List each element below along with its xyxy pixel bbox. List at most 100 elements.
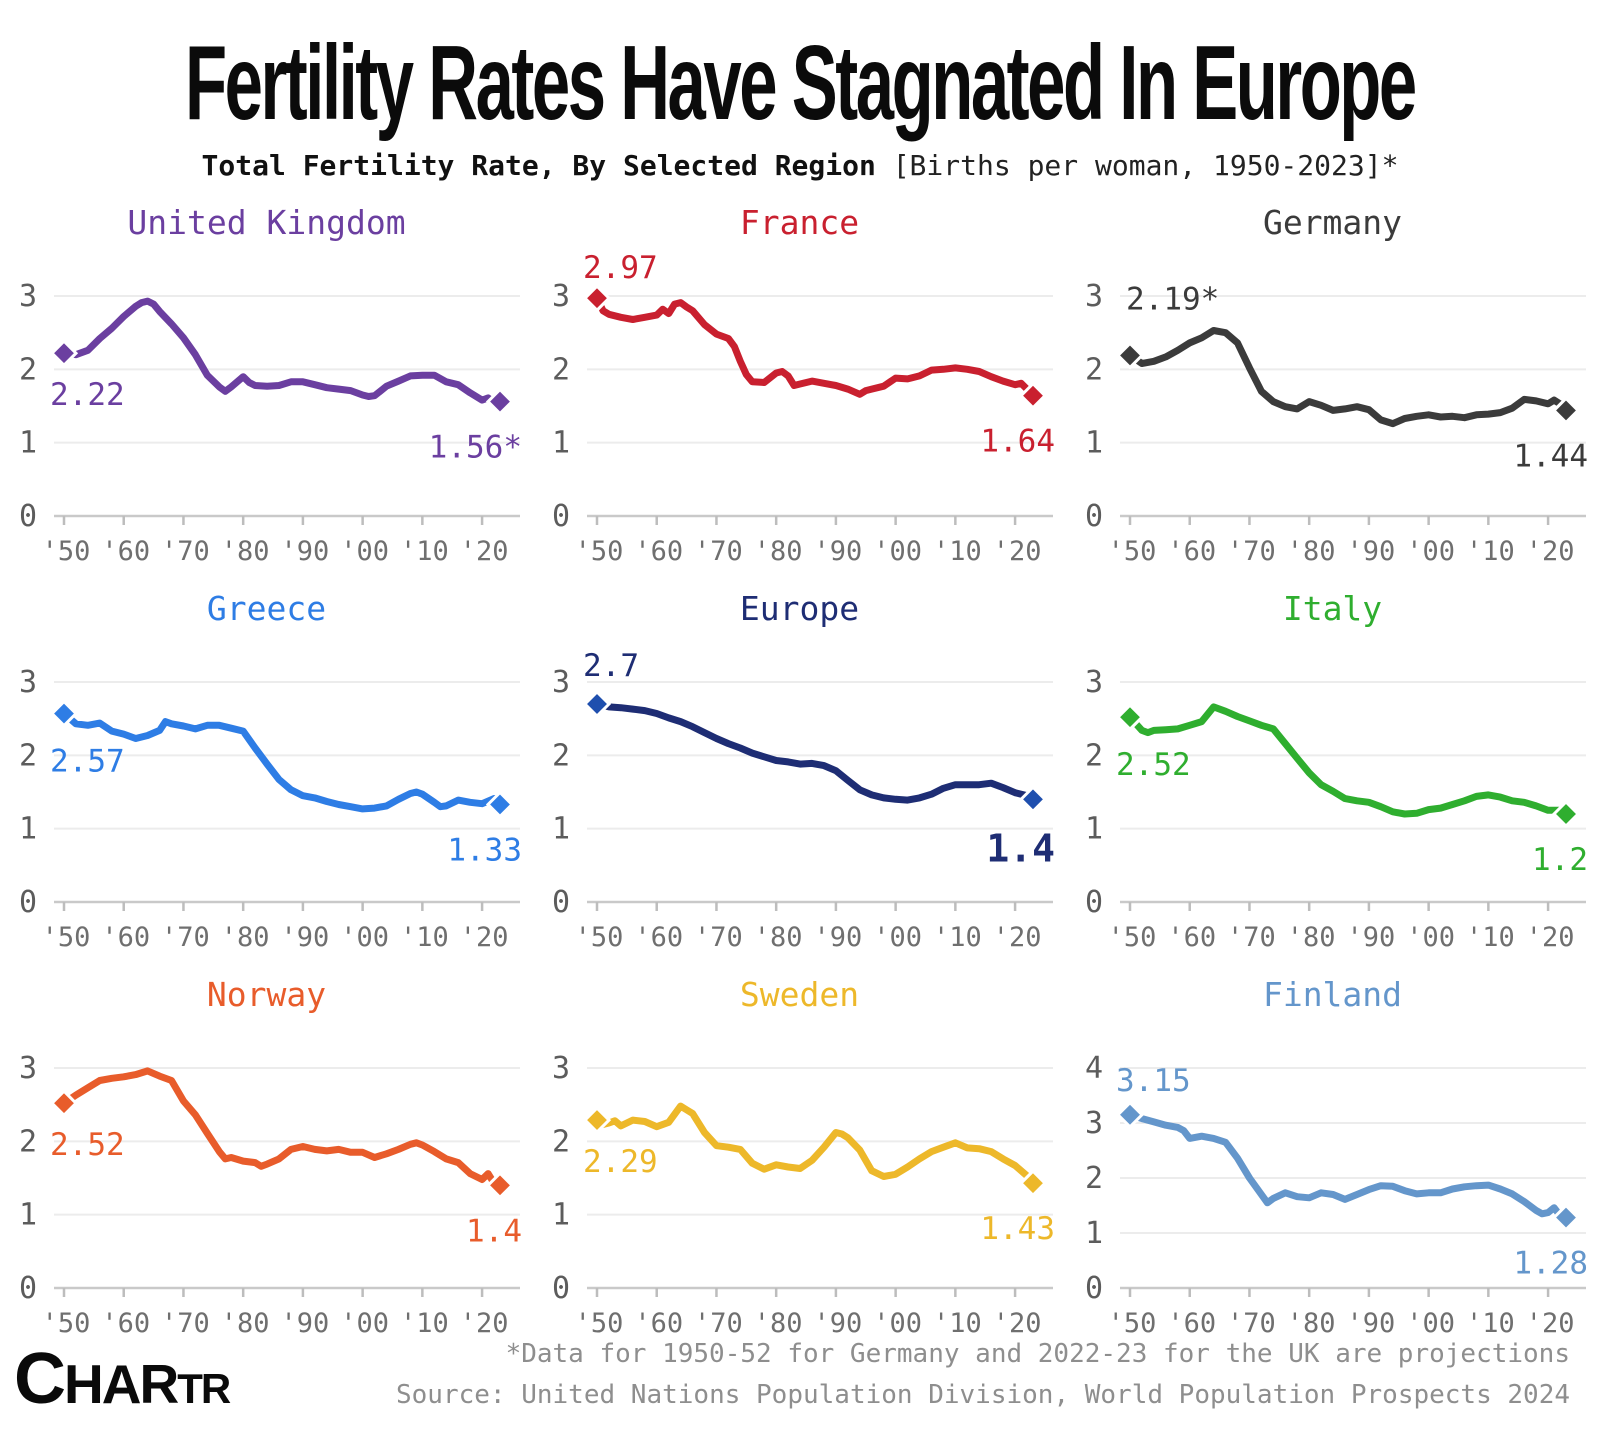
x-tick-label: '50 — [1108, 922, 1157, 953]
start-value-label: 2.29 — [583, 1144, 658, 1180]
y-tick-label: 2 — [552, 1124, 570, 1159]
y-tick-label: 1 — [19, 1198, 37, 1233]
logo-letter: T — [177, 1365, 203, 1412]
x-tick-label: '20 — [993, 536, 1042, 567]
subtitle-light: [Births per woman, 1950-2023]* — [892, 149, 1399, 182]
data-line-norway — [60, 1067, 504, 1189]
x-tick-label: '60 — [101, 536, 150, 567]
x-tick-label: '60 — [634, 922, 683, 953]
x-tick-label: '60 — [1167, 536, 1216, 567]
header: Fertility Rates Have Stagnated In Europe… — [0, 0, 1600, 182]
x-tick-label: '00 — [873, 536, 922, 567]
start-marker — [49, 339, 79, 368]
x-tick-label: '70 — [694, 922, 743, 953]
y-tick-label: 3 — [19, 279, 37, 314]
x-tick-label: '20 — [1526, 536, 1575, 567]
x-tick-label: '10 — [933, 1308, 982, 1339]
start-value-label: 2.52 — [1116, 747, 1191, 783]
x-tick-label: '70 — [694, 1308, 743, 1339]
y-tick-label: 0 — [19, 1271, 37, 1306]
chart-panel-norway: Norway 0 1 2 3 '50 '60 '70 '80 '90 '00 '10 '20 2.52 1.… — [0, 972, 533, 1352]
y-tick-label: 1 — [552, 812, 570, 847]
y-tick-label: 2 — [1085, 1161, 1103, 1196]
chart-panel-italy: Italy 0 1 2 3 '50 '60 '70 '80 '90 '00 '10 '20 2.52 1.2 — [1066, 586, 1599, 966]
x-tick-label: '90 — [1347, 1308, 1396, 1339]
data-line-france — [593, 294, 1037, 400]
x-tick-label: '50 — [575, 922, 624, 953]
y-tick-label: 2 — [19, 738, 37, 773]
subtitle: Total Fertility Rate, By Selected Region… — [0, 149, 1600, 182]
end-value-label: 1.64 — [980, 424, 1055, 460]
x-tick-label: '80 — [754, 1308, 803, 1339]
x-tick-label: '60 — [634, 1308, 683, 1339]
y-tick-label: 1 — [552, 426, 570, 461]
x-tick-label: '90 — [281, 1308, 330, 1339]
y-tick-label: 3 — [19, 665, 37, 700]
y-tick-label: 2 — [552, 352, 570, 387]
logo-letter: R — [139, 1353, 179, 1415]
start-value-label: 2.52 — [50, 1127, 125, 1163]
start-value-label: 2.22 — [50, 377, 125, 413]
x-tick-label: '00 — [340, 536, 389, 567]
end-value-label: 1.44 — [1513, 438, 1588, 474]
chart-title-norway: Norway — [206, 975, 327, 1014]
chart-svg-europe: 0 1 2 3 '50 '60 '70 '80 '90 '00 '10 '20 2.7 1.4 — [552, 648, 1055, 953]
y-tick-label: 3 — [552, 279, 570, 314]
chart-title-france: France — [739, 203, 860, 242]
x-tick-label: '50 — [1108, 1308, 1157, 1339]
x-tick-label: '90 — [814, 1308, 863, 1339]
x-tick-label: '00 — [340, 922, 389, 953]
end-value-label: 1.2 — [1532, 842, 1588, 878]
x-tick-label: '20 — [993, 922, 1042, 953]
data-line-greece — [60, 710, 504, 813]
footer: CHARTR *Data for 1950-52 for Germany and… — [0, 1334, 1600, 1429]
start-marker — [582, 1105, 612, 1135]
chart-svg-norway: 0 1 2 3 '50 '60 '70 '80 '90 '00 '10 '20 2.52 1.4 — [19, 1051, 522, 1339]
end-value-label: 1.56* — [429, 430, 522, 466]
x-tick-label: '20 — [993, 1308, 1042, 1339]
start-marker — [1115, 341, 1145, 370]
x-tick-label: '10 — [1466, 1308, 1515, 1339]
y-tick-label: 1 — [19, 812, 37, 847]
end-marker — [1551, 799, 1581, 829]
x-tick-label: '50 — [575, 536, 624, 567]
x-tick-label: '70 — [1227, 922, 1276, 953]
y-tick-label: 2 — [19, 352, 37, 387]
x-tick-label: '20 — [460, 1308, 509, 1339]
y-tick-label: 3 — [1085, 665, 1103, 700]
y-tick-label: 4 — [1085, 1051, 1103, 1086]
end-marker — [1018, 1169, 1048, 1198]
end-marker — [1018, 381, 1048, 410]
chartr-logo: CHARTR — [14, 1343, 231, 1415]
chart-panel-europe: Europe 0 1 2 3 '50 '60 '70 '80 '90 '00 '10 '20 2.7 1.4 — [533, 586, 1066, 966]
x-tick-label: '80 — [754, 922, 803, 953]
x-tick-label: '60 — [101, 922, 150, 953]
chart-svg-germany: 0 1 2 3 '50 '60 '70 '80 '90 '00 '10 '20 2.19* 1.44 — [1085, 279, 1588, 567]
x-tick-label: '80 — [221, 922, 270, 953]
x-tick-label: '90 — [1347, 536, 1396, 567]
x-tick-label: '20 — [460, 922, 509, 953]
x-tick-label: '50 — [42, 922, 91, 953]
x-tick-label: '50 — [42, 1308, 91, 1339]
data-line-germany — [1126, 327, 1570, 428]
start-value-label: 2.57 — [50, 744, 125, 780]
end-value-label: 1.4 — [466, 1213, 522, 1249]
x-tick-label: '80 — [1287, 1308, 1336, 1339]
y-tick-label: 3 — [552, 665, 570, 700]
chart-panel-sweden: Sweden 0 1 2 3 '50 '60 '70 '80 '90 '00 '10 '20 2.29 1.… — [533, 972, 1066, 1352]
x-tick-label: '80 — [1287, 922, 1336, 953]
x-tick-label: '10 — [400, 1308, 449, 1339]
x-tick-label: '10 — [933, 922, 982, 953]
footnotes: *Data for 1950-52 for Germany and 2022-2… — [396, 1334, 1570, 1415]
y-tick-label: 3 — [552, 1051, 570, 1086]
start-value-label: 3.15 — [1116, 1063, 1191, 1099]
y-tick-label: 0 — [1085, 499, 1103, 534]
chart-svg-italy: 0 1 2 3 '50 '60 '70 '80 '90 '00 '10 '20 2.52 1.2 — [1085, 665, 1588, 953]
x-tick-label: '20 — [1526, 1308, 1575, 1339]
page-title: Fertility Rates Have Stagnated In Europe — [185, 23, 1417, 142]
x-tick-label: '50 — [575, 1308, 624, 1339]
x-tick-label: '60 — [101, 1308, 150, 1339]
start-marker — [582, 284, 612, 313]
y-tick-label: 0 — [552, 499, 570, 534]
y-tick-label: 0 — [552, 1271, 570, 1306]
